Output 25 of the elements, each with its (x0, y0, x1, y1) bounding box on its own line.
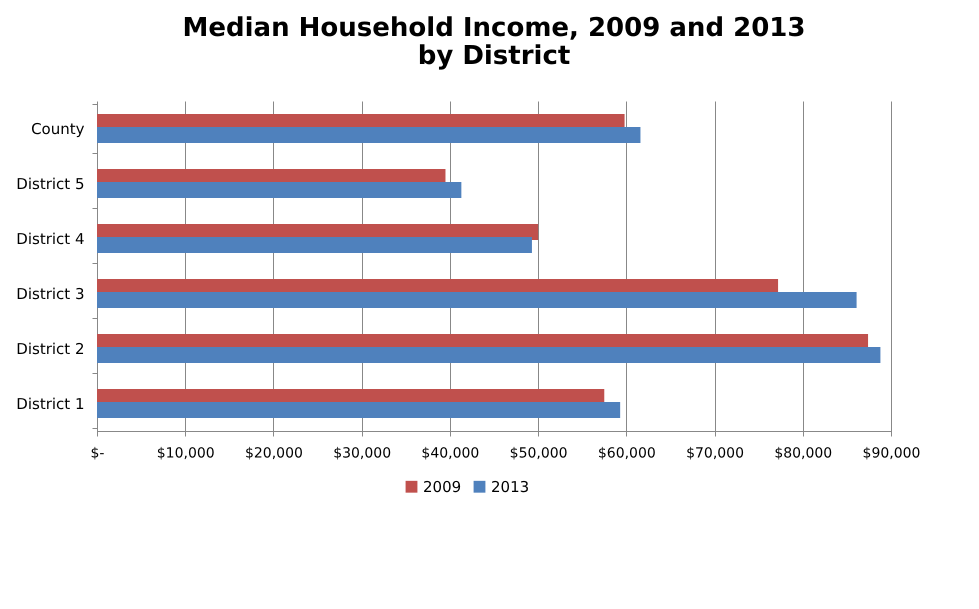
x-tick-label: $60,000 (598, 446, 656, 462)
bar (97, 347, 880, 364)
x-tick-label: $70,000 (686, 446, 744, 462)
x-tick-label: $20,000 (244, 446, 303, 462)
bar (97, 292, 857, 308)
x-tick-label: $30,000 (333, 446, 392, 462)
x-tick-label: $40,000 (421, 446, 480, 462)
bar (97, 237, 532, 254)
chart-title: Median Household Income, 2009 and 2013 by District (182, 13, 806, 71)
y-tick-label: County (31, 120, 85, 138)
bar (97, 402, 620, 418)
bar (97, 127, 640, 144)
x-tick-label: $90,000 (862, 446, 920, 462)
x-tick-label: $80,000 (774, 446, 832, 462)
x-tick-label: $- (90, 446, 104, 462)
y-tick-label: District 3 (16, 285, 84, 303)
y-tick-label: District 5 (16, 175, 84, 193)
x-tick-label: $10,000 (156, 446, 215, 462)
y-tick-label: District 1 (16, 395, 84, 413)
y-tick-label: District 4 (16, 230, 84, 248)
x-tick-label: $50,000 (510, 446, 568, 462)
bar (97, 182, 462, 198)
legend-label: 2013 (491, 478, 530, 496)
legend-label: 2009 (423, 478, 462, 496)
y-tick-label: District 2 (16, 340, 84, 358)
